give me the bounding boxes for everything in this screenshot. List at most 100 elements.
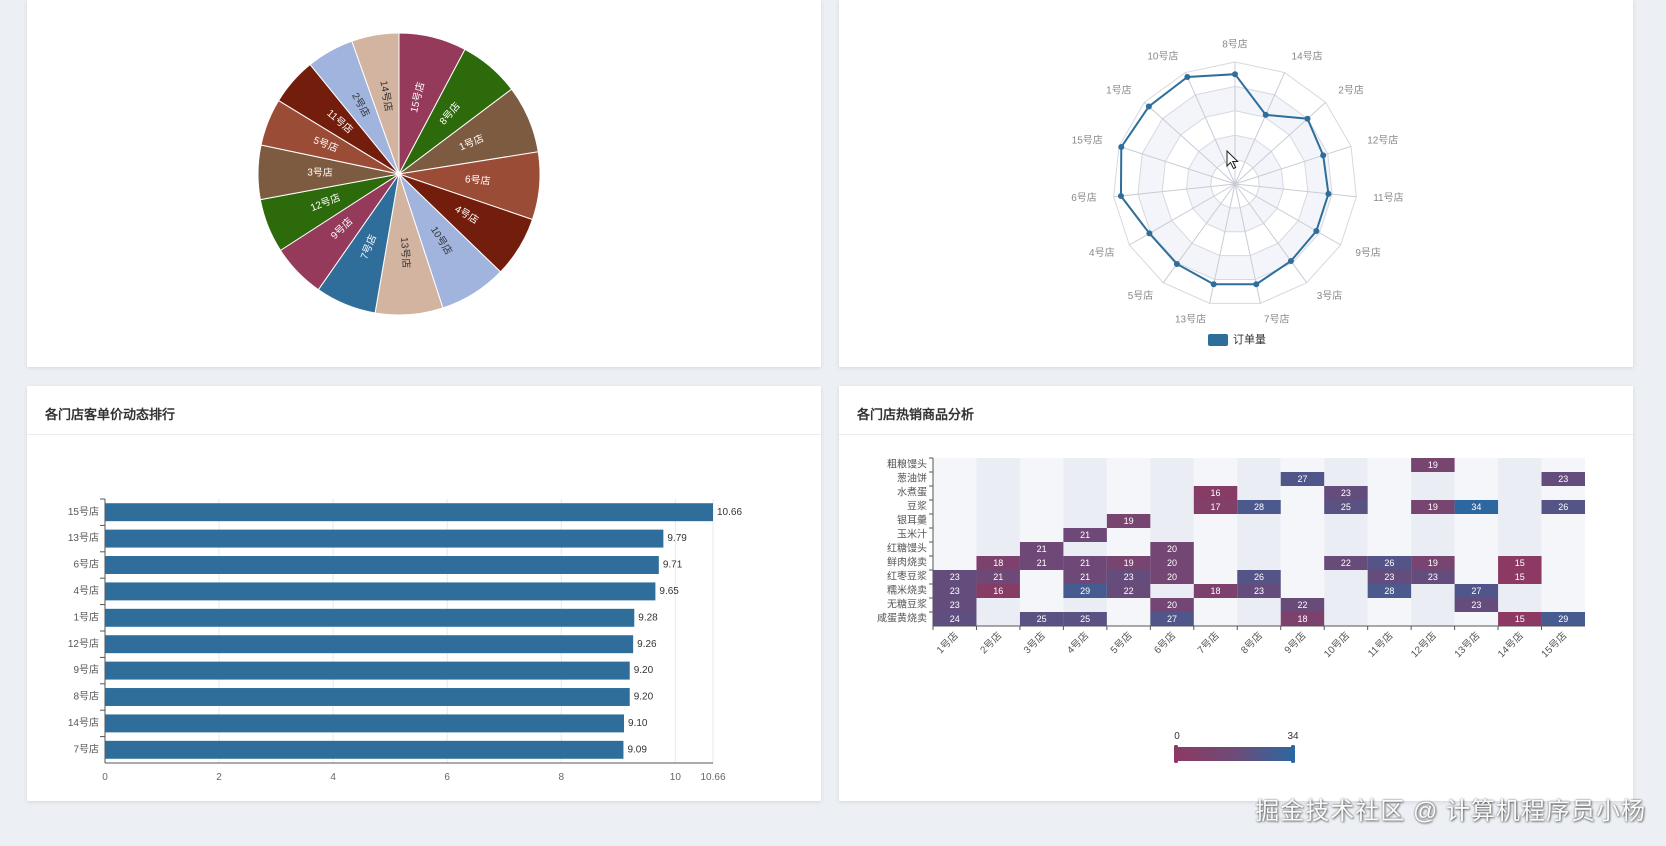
heatmap-empty-cell bbox=[933, 514, 977, 528]
radar-point[interactable] bbox=[1320, 152, 1327, 159]
visual-map-handle-max[interactable] bbox=[1291, 745, 1295, 763]
heatmap-empty-cell bbox=[976, 598, 1020, 612]
radar-point[interactable] bbox=[1232, 71, 1238, 78]
radar-point[interactable] bbox=[1313, 227, 1320, 234]
heatmap-empty-cell bbox=[1193, 598, 1238, 612]
bar[interactable] bbox=[105, 635, 634, 654]
heatmap-x-label: 2号店 bbox=[977, 629, 1004, 656]
heatmap-cell[interactable] bbox=[1193, 584, 1238, 598]
radar-point[interactable] bbox=[1210, 281, 1217, 288]
heatmap-cell[interactable] bbox=[1280, 598, 1325, 612]
heatmap-cell[interactable] bbox=[1454, 500, 1499, 514]
radar-point[interactable] bbox=[1145, 103, 1152, 110]
bar[interactable] bbox=[105, 688, 630, 706]
radar-legend-swatch[interactable] bbox=[1208, 334, 1228, 346]
heatmap-cell[interactable] bbox=[1106, 556, 1151, 570]
heatmap-cell[interactable] bbox=[1411, 556, 1455, 570]
heatmap-cell[interactable] bbox=[1150, 556, 1194, 570]
heatmap-cell[interactable] bbox=[1106, 514, 1151, 528]
heatmap-cell[interactable] bbox=[1150, 570, 1194, 584]
heatmap-cell-value: 21 bbox=[1080, 558, 1090, 568]
heatmap-x-label: 14号店 bbox=[1495, 629, 1526, 660]
heatmap-cell[interactable] bbox=[1106, 584, 1151, 598]
heatmap-cell[interactable] bbox=[1454, 584, 1499, 598]
radar-point[interactable] bbox=[1173, 260, 1180, 267]
heatmap-cell[interactable] bbox=[1324, 556, 1368, 570]
heatmap-cell[interactable] bbox=[1150, 612, 1194, 626]
heatmap-cell[interactable] bbox=[1019, 556, 1064, 570]
heatmap-cell[interactable] bbox=[1193, 500, 1238, 514]
heatmap-cell[interactable] bbox=[1280, 612, 1325, 626]
heatmap-empty-cell bbox=[1367, 598, 1412, 612]
pie-slice[interactable] bbox=[351, 32, 400, 175]
heatmap-cell[interactable] bbox=[1237, 500, 1281, 514]
heatmap-cell[interactable] bbox=[933, 598, 977, 612]
radar-point[interactable] bbox=[1325, 190, 1332, 197]
heatmap-cell[interactable] bbox=[1411, 458, 1455, 472]
heatmap-cell[interactable] bbox=[1324, 486, 1368, 500]
heatmap-cell[interactable] bbox=[1280, 472, 1325, 486]
heatmap-cell[interactable] bbox=[1063, 584, 1107, 598]
heatmap-cell[interactable] bbox=[1367, 570, 1412, 584]
heatmap-cell[interactable] bbox=[1454, 598, 1499, 612]
heatmap-cell[interactable] bbox=[1150, 598, 1194, 612]
heatmap-cell[interactable] bbox=[1063, 570, 1107, 584]
visual-map-handle-min[interactable] bbox=[1174, 745, 1178, 763]
bar[interactable] bbox=[105, 582, 656, 601]
bar[interactable] bbox=[105, 661, 630, 680]
heatmap-cell[interactable] bbox=[1193, 486, 1238, 500]
heatmap-cell[interactable] bbox=[1541, 472, 1585, 486]
radar-point[interactable] bbox=[1262, 111, 1269, 118]
radar-point[interactable] bbox=[1146, 230, 1153, 237]
heatmap-cell[interactable] bbox=[1063, 556, 1107, 570]
heatmap-cell[interactable] bbox=[1541, 500, 1585, 514]
bar[interactable] bbox=[105, 608, 635, 627]
heatmap-cell[interactable] bbox=[933, 570, 977, 584]
heatmap-cell[interactable] bbox=[976, 570, 1020, 584]
radar-point[interactable] bbox=[1304, 115, 1311, 122]
radar-point[interactable] bbox=[1253, 281, 1260, 288]
heatmap-cell[interactable] bbox=[1237, 570, 1281, 584]
heatmap-cell[interactable] bbox=[1498, 556, 1542, 570]
radar-point[interactable] bbox=[1287, 257, 1294, 264]
heatmap-empty-cell bbox=[1367, 528, 1412, 542]
heatmap-cell[interactable] bbox=[1541, 612, 1585, 626]
heatmap-cell[interactable] bbox=[1063, 612, 1107, 626]
heatmap-cell[interactable] bbox=[1106, 570, 1151, 584]
heatmap-cell[interactable] bbox=[1498, 570, 1542, 584]
heatmap-cell[interactable] bbox=[933, 612, 977, 626]
heatmap-empty-cell bbox=[976, 612, 1020, 626]
radar-point[interactable] bbox=[1117, 192, 1124, 199]
pie-slice-label: 6号店 bbox=[464, 172, 491, 187]
heatmap-cell[interactable] bbox=[933, 584, 977, 598]
heatmap-cell[interactable] bbox=[1063, 528, 1107, 542]
heatmap-cell[interactable] bbox=[1411, 570, 1455, 584]
heatmap-cell[interactable] bbox=[976, 584, 1020, 598]
bar[interactable] bbox=[105, 503, 713, 522]
heatmap-cell-value: 15 bbox=[1515, 614, 1525, 624]
heatmap-empty-cell bbox=[1367, 458, 1412, 472]
radar-point[interactable] bbox=[1184, 74, 1191, 81]
heatmap-cell[interactable] bbox=[1498, 612, 1542, 626]
radar-point[interactable] bbox=[1118, 144, 1125, 151]
heatmap-cell-value: 18 bbox=[993, 558, 1003, 568]
heatmap-cell[interactable] bbox=[1019, 542, 1064, 556]
heatmap-empty-cell bbox=[1324, 612, 1368, 626]
heatmap-cell[interactable] bbox=[1411, 500, 1455, 514]
heatmap-empty-cell bbox=[1150, 472, 1194, 486]
heatmap-cell[interactable] bbox=[1150, 542, 1194, 556]
bar[interactable] bbox=[105, 714, 625, 733]
heatmap-empty-cell bbox=[1411, 486, 1455, 500]
heatmap-cell[interactable] bbox=[1367, 584, 1412, 598]
heatmap-cell[interactable] bbox=[1324, 500, 1368, 514]
heatmap-cell[interactable] bbox=[1237, 584, 1281, 598]
heatmap-cell[interactable] bbox=[1367, 556, 1412, 570]
bar[interactable] bbox=[105, 529, 664, 548]
heatmap-empty-cell bbox=[1411, 514, 1455, 528]
bar[interactable] bbox=[105, 556, 659, 574]
heatmap-empty-cell bbox=[1498, 472, 1542, 486]
heatmap-cell[interactable] bbox=[1019, 612, 1064, 626]
bar[interactable] bbox=[105, 740, 624, 759]
heatmap-empty-cell bbox=[976, 500, 1020, 514]
heatmap-cell[interactable] bbox=[976, 556, 1020, 570]
